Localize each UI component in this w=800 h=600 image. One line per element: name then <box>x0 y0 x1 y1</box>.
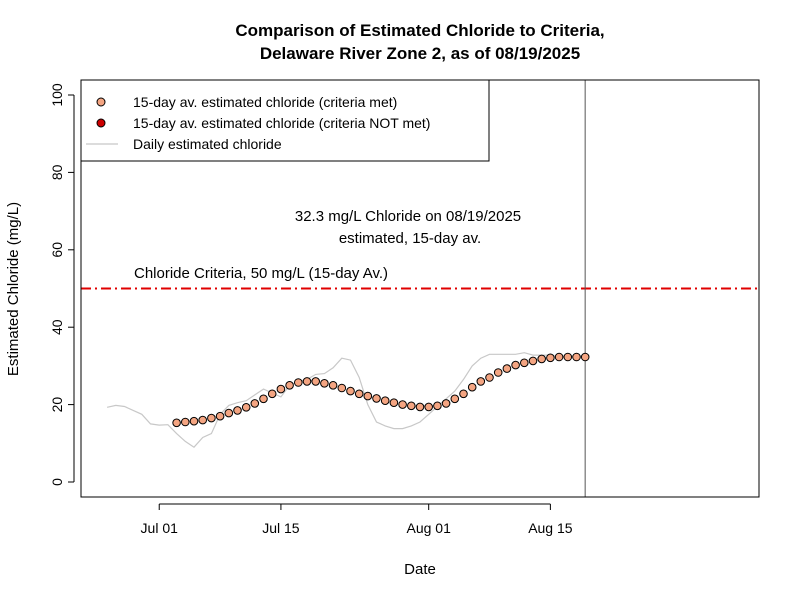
data-point-1-45 <box>563 352 573 362</box>
x-tick-label-3: Aug 15 <box>528 520 573 536</box>
y-tick-label-40: 40 <box>49 319 65 335</box>
x-tick-label-0: Jul 01 <box>141 520 179 536</box>
x-tick-label-2: Aug 01 <box>407 520 452 536</box>
current-value-annotation-line-1: 32.3 mg/L Chloride on 08/19/2025 <box>295 208 521 225</box>
data-point-1-24 <box>380 396 390 406</box>
data-point-1-6 <box>224 408 234 418</box>
data-point-1-12 <box>276 384 286 394</box>
data-point-1-43 <box>546 353 555 363</box>
y-axis: 0 20 40 60 80 100 <box>49 83 75 486</box>
data-point-1-21 <box>354 389 364 399</box>
legend: 15-day av. estimated chloride (criteria … <box>80 79 490 162</box>
data-point-1-23 <box>372 394 381 403</box>
plot-area <box>81 80 759 497</box>
data-point-1-47 <box>580 352 590 362</box>
data-point-1-38 <box>502 364 512 373</box>
y-tick-label-80: 80 <box>49 164 65 180</box>
legend-label-1: 15-day av. estimated chloride (criteria … <box>133 115 430 131</box>
chart-title: Comparison of Estimated Chloride to Crit… <box>235 21 604 63</box>
data-point-1-25 <box>389 398 399 408</box>
data-point-1-39 <box>511 360 520 370</box>
data-point-1-16 <box>311 377 321 386</box>
data-point-1-44 <box>554 352 564 362</box>
y-axis-label: Estimated Chloride (mg/L) <box>5 202 22 376</box>
daily-chloride-line <box>106 352 586 448</box>
data-point-1-33 <box>459 389 468 399</box>
data-point-1-26 <box>398 400 407 409</box>
data-point-1-4 <box>207 413 216 423</box>
data-point-1-7 <box>233 406 242 415</box>
data-point-1-19 <box>337 383 347 393</box>
chart-title-line-2: Delaware River Zone 2, as of 08/19/2025 <box>260 44 580 63</box>
data-point-1-8 <box>241 403 251 412</box>
y-tick-label-0: 0 <box>49 478 65 486</box>
legend-box <box>80 79 490 162</box>
data-point-1-42 <box>537 354 547 364</box>
data-point-1-10 <box>259 394 268 404</box>
x-axis-label: Date <box>404 561 436 578</box>
data-point-1-27 <box>407 401 416 411</box>
data-point-1-0 <box>172 418 181 428</box>
data-point-1-46 <box>572 352 581 362</box>
data-point-1-13 <box>285 381 294 390</box>
x-axis: Jul 01 Jul 15 Aug 01 Aug 15 <box>141 503 573 536</box>
data-point-1-3 <box>198 415 207 425</box>
criteria-label: Chloride Criteria, 50 mg/L (15-day Av.) <box>134 265 388 282</box>
data-point-1-36 <box>485 373 494 382</box>
data-point-1-29 <box>424 402 434 412</box>
annotations: Chloride Criteria, 50 mg/L (15-day Av.) … <box>134 208 521 282</box>
data-point-1-15 <box>302 377 312 386</box>
data-point-1-17 <box>320 379 329 388</box>
legend-label-0: 15-day av. estimated chloride (criteria … <box>133 94 397 110</box>
data-point-1-1 <box>181 417 190 427</box>
data-point-1-34 <box>467 382 477 392</box>
legend-marker-1 <box>96 118 106 128</box>
data-point-1-5 <box>215 411 225 421</box>
data-point-1-28 <box>415 402 425 412</box>
data-point-1-11 <box>267 389 277 399</box>
current-value-annotation-line-2: estimated, 15-day av. <box>339 230 481 247</box>
y-tick-label-20: 20 <box>49 397 65 413</box>
y-tick-label-100: 100 <box>49 83 65 107</box>
data-point-1-2 <box>189 416 199 426</box>
legend-label-2: Daily estimated chloride <box>133 136 282 152</box>
legend-marker-0 <box>96 97 106 107</box>
data-point-1-9 <box>250 399 260 408</box>
data-point-1-30 <box>433 401 442 411</box>
data-point-1-14 <box>294 378 303 387</box>
chart-title-line-1: Comparison of Estimated Chloride to Crit… <box>235 21 604 40</box>
data-point-1-35 <box>476 377 486 386</box>
data-point-1-37 <box>493 368 503 377</box>
data-point-1-40 <box>520 358 529 368</box>
data-point-1-31 <box>441 399 451 408</box>
data-point-1-41 <box>528 356 538 366</box>
data-point-1-18 <box>328 381 338 390</box>
x-tick-label-1: Jul 15 <box>262 520 300 536</box>
data-point-1-22 <box>363 391 373 401</box>
y-tick-label-60: 60 <box>49 242 65 258</box>
data-point-1-20 <box>346 386 355 396</box>
data-point-1-32 <box>450 394 460 404</box>
